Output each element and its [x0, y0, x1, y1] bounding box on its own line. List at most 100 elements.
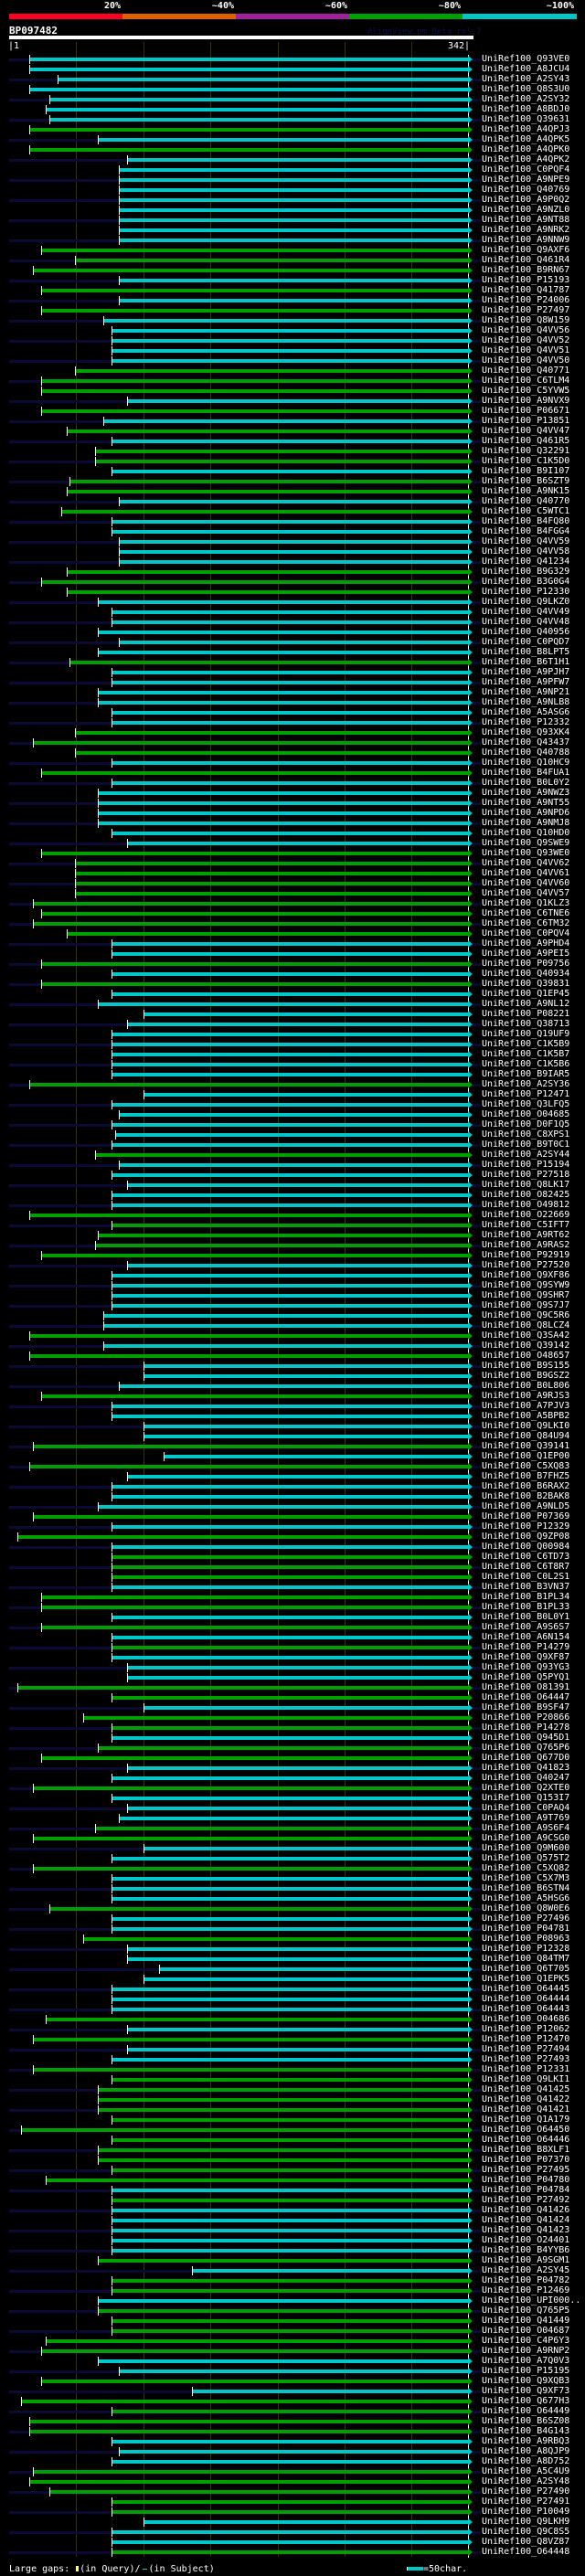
hit-bar[interactable] — [41, 580, 468, 584]
alignment-row[interactable]: UniRef100_Q4VV49 — [0, 607, 585, 618]
alignment-row[interactable]: UniRef100_Q9LKZ0 — [0, 597, 585, 608]
alignment-row[interactable]: UniRef100_A9NLB8 — [0, 697, 585, 708]
hit-bar[interactable] — [74, 882, 468, 885]
hit-bar[interactable] — [111, 1495, 468, 1499]
hit-name[interactable]: UniRef100_O04685 — [482, 1109, 570, 1119]
hit-bar[interactable] — [33, 1867, 468, 1871]
hit-name[interactable]: UniRef100_B4FGG4 — [482, 526, 570, 536]
alignment-row[interactable]: UniRef100_Q41787 — [0, 285, 585, 296]
hit-bar[interactable] — [21, 2400, 468, 2403]
hit-bar[interactable] — [102, 419, 468, 423]
hit-bar[interactable] — [29, 2480, 468, 2484]
hit-name[interactable]: UniRef100_A9NPD6 — [482, 808, 570, 818]
hit-name[interactable]: UniRef100_P27492 — [482, 2195, 570, 2205]
hit-bar[interactable] — [111, 1173, 468, 1177]
hit-bar[interactable] — [111, 681, 468, 684]
hit-name[interactable]: UniRef100_A9NZL0 — [482, 205, 570, 215]
hit-bar[interactable] — [111, 781, 468, 785]
hit-bar[interactable] — [119, 168, 468, 172]
alignment-row[interactable]: UniRef100_B9IAR5 — [0, 1069, 585, 1080]
hit-name[interactable]: UniRef100_O64444 — [482, 1994, 570, 2004]
alignment-row[interactable]: UniRef100_Q41449 — [0, 2316, 585, 2327]
alignment-row[interactable]: UniRef100_Q4VV51 — [0, 345, 585, 356]
hit-name[interactable]: UniRef100_Q40247 — [482, 1773, 570, 1783]
hit-name[interactable]: UniRef100_P27518 — [482, 1170, 570, 1180]
alignment-row[interactable]: UniRef100_P12330 — [0, 587, 585, 598]
hit-name[interactable]: UniRef100_O64448 — [482, 2547, 570, 2557]
hit-bar[interactable] — [74, 751, 468, 755]
hit-bar[interactable] — [69, 480, 468, 483]
hit-name[interactable]: UniRef100_O64445 — [482, 1984, 570, 1994]
hit-name[interactable]: UniRef100_C6TM32 — [482, 918, 570, 928]
hit-name[interactable]: UniRef100_Q9LKZ0 — [482, 597, 570, 607]
hit-name[interactable]: UniRef100_Q39142 — [482, 1341, 570, 1351]
hit-name[interactable]: UniRef100_P12062 — [482, 2024, 570, 2034]
hit-name[interactable]: UniRef100_Q9AXF6 — [482, 245, 570, 255]
hit-bar[interactable] — [111, 1857, 468, 1860]
hit-bar[interactable] — [111, 1927, 468, 1931]
hit-bar[interactable] — [111, 1033, 468, 1036]
alignment-row[interactable]: UniRef100_O64449 — [0, 2406, 585, 2417]
hit-bar[interactable] — [111, 1304, 468, 1308]
hit-bar[interactable] — [111, 1485, 468, 1489]
hit-bar[interactable] — [119, 540, 468, 544]
hit-name[interactable]: UniRef100_O24401 — [482, 2235, 570, 2245]
hit-bar[interactable] — [111, 2249, 468, 2253]
hit-bar[interactable] — [41, 1595, 468, 1599]
hit-bar[interactable] — [191, 2269, 468, 2273]
alignment-row[interactable]: UniRef100_B0L0Y1 — [0, 1612, 585, 1623]
alignment-row[interactable]: UniRef100_P27520 — [0, 1260, 585, 1271]
hit-bar[interactable] — [41, 379, 468, 383]
hit-bar[interactable] — [111, 1203, 468, 1207]
alignment-row[interactable]: UniRef100_A5C4U9 — [0, 2466, 585, 2477]
hit-bar[interactable] — [74, 872, 468, 875]
hit-bar[interactable] — [111, 1877, 468, 1881]
hit-bar[interactable] — [29, 88, 468, 91]
hit-name[interactable]: UniRef100_Q8W0E6 — [482, 1903, 570, 1913]
hit-name[interactable]: UniRef100_A9NT55 — [482, 798, 570, 808]
alignment-row[interactable]: UniRef100_Q4VV47 — [0, 426, 585, 437]
alignment-row[interactable]: UniRef100_B0L0Y2 — [0, 778, 585, 789]
alignment-row[interactable]: UniRef100_C6T8R7 — [0, 1562, 585, 1573]
alignment-row[interactable]: UniRef100_C1K5B6 — [0, 1059, 585, 1070]
hit-bar[interactable] — [29, 1354, 468, 1358]
hit-name[interactable]: UniRef100_Q8LK17 — [482, 1180, 570, 1190]
alignment-row[interactable]: UniRef100_Q93WE0 — [0, 848, 585, 859]
alignment-row[interactable]: UniRef100_B2BAK8 — [0, 1491, 585, 1502]
hit-name[interactable]: UniRef100_Q153I7 — [482, 1793, 570, 1803]
hit-name[interactable]: UniRef100_Q8LCZ4 — [482, 1320, 570, 1330]
hit-bar[interactable] — [127, 2048, 468, 2051]
alignment-row[interactable]: UniRef100_A9NT55 — [0, 798, 585, 809]
hit-bar[interactable] — [97, 691, 468, 694]
hit-bar[interactable] — [111, 1887, 468, 1891]
alignment-row[interactable]: UniRef100_Q9XF73 — [0, 2386, 585, 2397]
hit-bar[interactable] — [111, 952, 468, 956]
hit-name[interactable]: UniRef100_B0L0Y2 — [482, 778, 570, 788]
hit-bar[interactable] — [119, 208, 468, 212]
alignment-row[interactable]: UniRef100_O04686 — [0, 2014, 585, 2025]
alignment-row[interactable]: UniRef100_Q41426 — [0, 2205, 585, 2216]
hit-name[interactable]: UniRef100_P04781 — [482, 1924, 570, 1934]
hit-bar[interactable] — [111, 1656, 468, 1659]
hit-bar[interactable] — [21, 2128, 468, 2132]
hit-name[interactable]: UniRef100_Q677H3 — [482, 2396, 570, 2406]
hit-bar[interactable] — [41, 1254, 468, 1257]
alignment-row[interactable]: UniRef100_Q153I7 — [0, 1793, 585, 1804]
alignment-row[interactable]: UniRef100_Q3SA42 — [0, 1330, 585, 1341]
alignment-row[interactable]: UniRef100_Q9XF87 — [0, 1652, 585, 1663]
hit-bar[interactable] — [74, 862, 468, 865]
alignment-row[interactable]: UniRef100_P15194 — [0, 1160, 585, 1171]
hit-name[interactable]: UniRef100_Q8W159 — [482, 315, 570, 325]
alignment-row[interactable]: UniRef100_P04784 — [0, 2185, 585, 2196]
hit-name[interactable]: UniRef100_Q4VV51 — [482, 345, 570, 355]
hit-name[interactable]: UniRef100_Q461R4 — [482, 255, 570, 265]
alignment-row[interactable]: UniRef100_P20866 — [0, 1712, 585, 1723]
hit-bar[interactable] — [74, 259, 468, 262]
hit-name[interactable]: UniRef100_A9S6F4 — [482, 1823, 570, 1833]
alignment-row[interactable]: UniRef100_B9S155 — [0, 1361, 585, 1372]
alignment-row[interactable]: UniRef100_Q4VV58 — [0, 546, 585, 557]
hit-bar[interactable] — [97, 822, 468, 825]
hit-name[interactable]: UniRef100_P07369 — [482, 1511, 570, 1521]
hit-bar[interactable] — [33, 2470, 468, 2474]
alignment-row[interactable]: UniRef100_A9NLD5 — [0, 1501, 585, 1512]
